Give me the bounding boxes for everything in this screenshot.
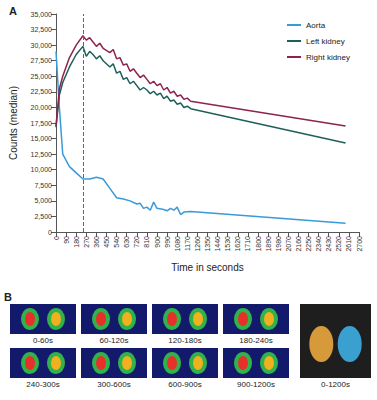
svg-text:2340: 2340 <box>315 236 322 252</box>
svg-text:180-240s: 180-240s <box>239 336 272 345</box>
svg-text:0: 0 <box>53 236 60 240</box>
svg-text:A: A <box>9 5 17 17</box>
svg-text:Aorta: Aorta <box>306 21 326 30</box>
svg-text:2160: 2160 <box>295 236 302 252</box>
svg-text:300-600s: 300-600s <box>97 380 130 389</box>
svg-text:5,000: 5,000 <box>34 197 52 204</box>
svg-text:2430: 2430 <box>325 236 332 252</box>
svg-text:1260: 1260 <box>194 236 201 252</box>
svg-text:22,500: 22,500 <box>31 88 53 95</box>
svg-text:90: 90 <box>63 236 70 244</box>
svg-text:60-120s: 60-120s <box>100 336 129 345</box>
svg-text:1890: 1890 <box>265 236 272 252</box>
svg-text:32,500: 32,500 <box>31 26 53 33</box>
svg-text:1080: 1080 <box>174 236 181 252</box>
svg-text:2,500: 2,500 <box>34 213 52 220</box>
svg-text:600-900s: 600-900s <box>168 380 201 389</box>
svg-text:0-1200s: 0-1200s <box>321 380 350 389</box>
svg-text:20,000: 20,000 <box>31 104 53 111</box>
svg-text:450: 450 <box>103 236 110 248</box>
svg-text:630: 630 <box>123 236 130 248</box>
svg-text:180: 180 <box>73 236 80 248</box>
svg-text:360: 360 <box>93 236 100 248</box>
svg-text:0: 0 <box>48 229 52 236</box>
svg-text:1440: 1440 <box>214 236 221 252</box>
svg-text:35,000: 35,000 <box>31 11 53 18</box>
svg-text:810: 810 <box>143 236 150 248</box>
svg-text:Counts (median): Counts (median) <box>8 86 19 160</box>
svg-text:Right kidney: Right kidney <box>306 53 350 62</box>
svg-text:7,500: 7,500 <box>34 182 52 189</box>
svg-text:17,500: 17,500 <box>31 120 53 127</box>
svg-text:10,000: 10,000 <box>31 166 53 173</box>
svg-text:1980: 1980 <box>275 236 282 252</box>
svg-text:720: 720 <box>133 236 140 248</box>
svg-text:2070: 2070 <box>285 236 292 252</box>
svg-text:Time in seconds: Time in seconds <box>171 262 243 273</box>
svg-text:540: 540 <box>113 236 120 248</box>
svg-text:1620: 1620 <box>234 236 241 252</box>
svg-text:B: B <box>4 291 12 303</box>
svg-text:240-300s: 240-300s <box>26 380 59 389</box>
svg-text:2520: 2520 <box>335 236 342 252</box>
svg-text:Left kidney: Left kidney <box>306 37 345 46</box>
svg-text:27,500: 27,500 <box>31 57 53 64</box>
svg-text:1710: 1710 <box>244 236 251 252</box>
svg-text:900-1200s: 900-1200s <box>237 380 275 389</box>
svg-text:30,000: 30,000 <box>31 42 53 49</box>
svg-text:120-180s: 120-180s <box>168 336 201 345</box>
svg-text:25,000: 25,000 <box>31 73 53 80</box>
svg-text:1530: 1530 <box>224 236 231 252</box>
svg-text:270: 270 <box>83 236 90 248</box>
svg-text:12,500: 12,500 <box>31 151 53 158</box>
svg-text:2700: 2700 <box>356 236 363 252</box>
svg-text:15,000: 15,000 <box>31 135 53 142</box>
svg-text:2610: 2610 <box>345 236 352 252</box>
svg-text:1800: 1800 <box>255 236 262 252</box>
svg-text:900: 900 <box>154 236 161 248</box>
svg-text:990: 990 <box>164 236 171 248</box>
svg-text:1350: 1350 <box>204 236 211 252</box>
svg-text:2250: 2250 <box>305 236 312 252</box>
svg-text:0-60s: 0-60s <box>33 336 53 345</box>
svg-text:1170: 1170 <box>184 236 191 251</box>
